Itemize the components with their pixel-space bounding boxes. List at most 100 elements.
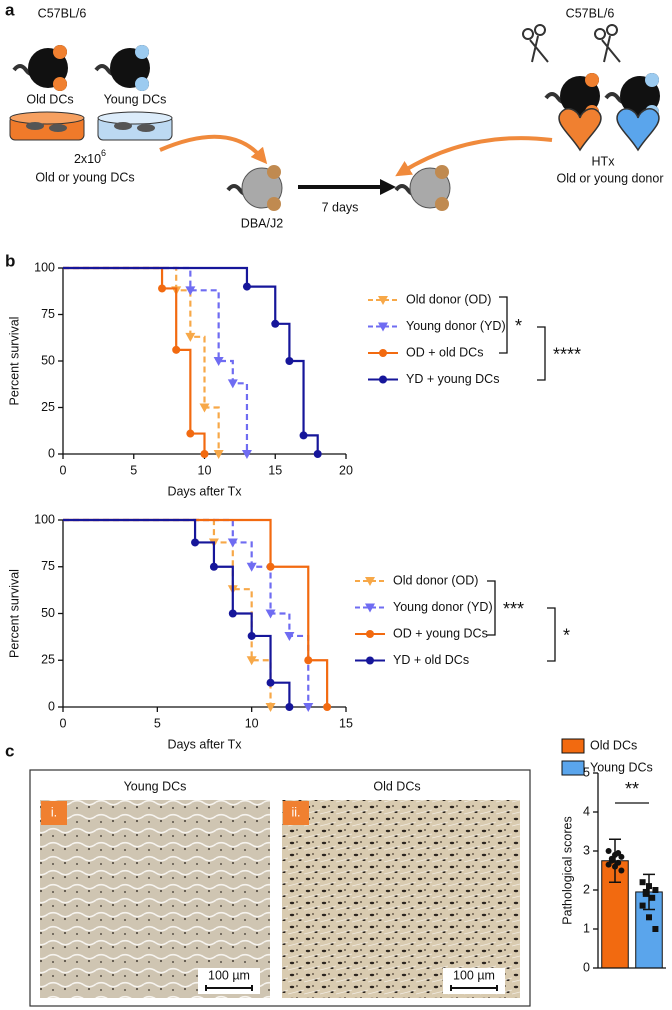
significance: *** bbox=[503, 599, 524, 619]
label: HTx bbox=[592, 154, 616, 168]
marker bbox=[379, 375, 387, 384]
marker bbox=[366, 630, 374, 638]
marker bbox=[299, 431, 308, 440]
legend-swatch bbox=[561, 760, 585, 776]
arrow bbox=[159, 134, 268, 165]
y-axis-label: Pathological scores bbox=[560, 816, 574, 924]
y-tick-label: 25 bbox=[41, 400, 55, 414]
marker bbox=[265, 703, 276, 712]
label: Old DCs bbox=[26, 92, 73, 106]
significance-bracket bbox=[537, 326, 546, 381]
legend-label: Old donor (OD) bbox=[406, 292, 491, 306]
survival-curve bbox=[63, 266, 249, 454]
marker bbox=[186, 429, 195, 438]
image-tag: i. bbox=[51, 805, 57, 819]
scale-bar bbox=[205, 985, 253, 991]
data-point bbox=[618, 867, 625, 874]
marker bbox=[365, 603, 375, 613]
x-tick-label: 5 bbox=[154, 716, 161, 730]
marker bbox=[158, 284, 167, 293]
marker bbox=[284, 631, 295, 641]
legend-label: OD + old DCs bbox=[406, 345, 483, 359]
significance-bracket bbox=[547, 607, 556, 662]
marker bbox=[378, 296, 388, 305]
scale-bar bbox=[450, 985, 498, 991]
survival-curve bbox=[63, 518, 329, 707]
y-tick-label: 4 bbox=[583, 804, 590, 818]
y-tick-label: 0 bbox=[48, 446, 55, 460]
histology-image bbox=[40, 800, 270, 998]
strain: C57BL/6 bbox=[38, 6, 87, 20]
data-point bbox=[646, 914, 652, 921]
scale-box bbox=[198, 968, 260, 994]
data-point bbox=[615, 849, 622, 856]
data-point bbox=[646, 883, 652, 890]
legend-label: Young donor (YD) bbox=[393, 600, 493, 614]
image-title: Young DCs bbox=[124, 779, 187, 793]
survival-curve bbox=[63, 266, 220, 454]
legend-label: OD + young DCs bbox=[393, 626, 488, 640]
y-tick-label: 50 bbox=[41, 353, 55, 367]
y-tick-label: 75 bbox=[41, 307, 55, 321]
survival-curve bbox=[63, 518, 272, 707]
legend-label: Young DCs bbox=[590, 760, 653, 774]
data-point bbox=[639, 902, 646, 909]
x-tick-label: 20 bbox=[339, 463, 353, 477]
significance: ** bbox=[625, 779, 639, 799]
dish bbox=[97, 111, 173, 141]
marker bbox=[265, 609, 276, 619]
survival-curve bbox=[63, 266, 206, 454]
strain: C57BL/6 bbox=[566, 6, 615, 20]
panel-label: c bbox=[5, 741, 14, 760]
data-point bbox=[612, 863, 618, 870]
data-point bbox=[652, 926, 659, 932]
marker bbox=[365, 577, 375, 586]
label: Old or young donor bbox=[556, 171, 663, 185]
image-frame bbox=[29, 769, 531, 1007]
x-tick-label: 5 bbox=[130, 463, 137, 477]
marker bbox=[172, 345, 181, 354]
scale-label: 100 µm bbox=[208, 968, 250, 982]
panel-label: b bbox=[5, 251, 15, 270]
marker bbox=[323, 703, 332, 711]
dose-base: 2x10 bbox=[74, 152, 101, 166]
y-tick-label: 3 bbox=[583, 843, 590, 857]
marker bbox=[247, 631, 256, 640]
image-tag-box bbox=[41, 801, 67, 825]
y-tick-label: 0 bbox=[48, 699, 55, 713]
marker bbox=[246, 562, 257, 572]
y-axis-label: Percent survival bbox=[7, 569, 21, 658]
marker bbox=[285, 357, 294, 365]
data-point bbox=[649, 894, 656, 901]
data-point bbox=[639, 879, 646, 886]
marker bbox=[199, 403, 210, 413]
scale-box bbox=[443, 968, 505, 994]
legend-label: YD + young DCs bbox=[406, 372, 499, 386]
significance-bracket bbox=[499, 296, 508, 354]
marker bbox=[185, 286, 196, 296]
data-point bbox=[652, 887, 659, 893]
dose-exponent: 6 bbox=[101, 148, 106, 158]
marker bbox=[228, 609, 237, 618]
significance: * bbox=[515, 316, 522, 336]
marker bbox=[185, 332, 196, 342]
error-bar bbox=[643, 873, 655, 911]
label: DBA/J2 bbox=[241, 216, 283, 230]
legend-swatch bbox=[561, 738, 585, 754]
x-tick-label: 10 bbox=[245, 716, 259, 730]
marker bbox=[227, 538, 238, 548]
heart bbox=[616, 108, 660, 152]
x-tick-label: 10 bbox=[198, 463, 212, 477]
label: Young DCs bbox=[104, 92, 167, 106]
heart bbox=[558, 108, 602, 152]
legend-label: Old donor (OD) bbox=[393, 573, 478, 587]
marker bbox=[266, 562, 275, 571]
marker bbox=[379, 349, 387, 357]
marker bbox=[266, 678, 275, 687]
significance: **** bbox=[553, 344, 581, 364]
x-tick-label: 0 bbox=[60, 716, 67, 730]
legend-label: Young donor (YD) bbox=[406, 319, 506, 333]
mouse bbox=[12, 43, 70, 93]
marker bbox=[242, 282, 251, 291]
y-tick-label: 5 bbox=[583, 765, 590, 779]
